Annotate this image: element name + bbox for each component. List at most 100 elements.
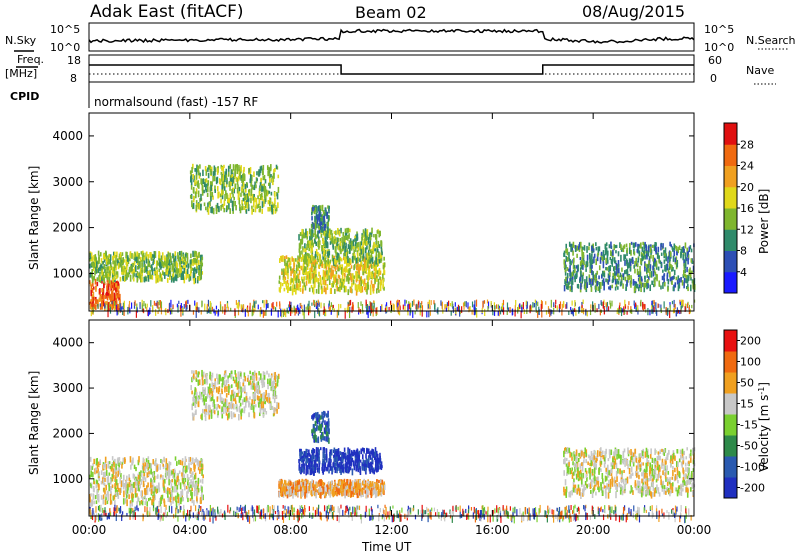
range-cell [246, 307, 248, 313]
range-cell [91, 268, 93, 276]
range-cell [327, 264, 330, 268]
range-cell [585, 261, 588, 268]
range-cell [205, 411, 207, 415]
range-cell [144, 477, 147, 482]
range-cell [602, 301, 604, 309]
range-cell [160, 301, 163, 309]
range-cell [244, 204, 247, 209]
range-cell [396, 301, 398, 310]
range-cell [195, 303, 197, 308]
range-cell [540, 303, 542, 311]
range-cell [154, 494, 156, 501]
range-cell [222, 403, 225, 407]
range-cell [93, 304, 96, 309]
range-cell [609, 300, 611, 305]
range-cell [215, 209, 218, 215]
range-cell [152, 459, 155, 465]
range-cell [169, 252, 171, 256]
range-cell [298, 270, 301, 275]
range-cell [185, 485, 188, 490]
range-cell [195, 370, 197, 375]
colorbar-segment [724, 123, 737, 145]
range-cell [275, 164, 278, 170]
range-cell [251, 402, 254, 407]
range-cell [653, 277, 656, 281]
range-cell [500, 306, 502, 311]
range-cell [595, 258, 597, 266]
range-cell [629, 265, 632, 272]
range-cell [155, 260, 158, 267]
range-cell [269, 206, 271, 211]
range-cell [207, 404, 210, 412]
range-cell [329, 305, 332, 312]
range-cell [297, 307, 300, 313]
range-cell [109, 493, 112, 500]
range-cell [205, 178, 208, 183]
range-cell [582, 272, 584, 276]
range-cell [640, 258, 642, 265]
range-cell [89, 252, 92, 260]
range-cell [95, 258, 98, 263]
range-cell [376, 248, 379, 253]
range-cell [471, 301, 474, 308]
range-cell [335, 259, 337, 264]
range-cell [313, 299, 315, 306]
range-cell [571, 243, 573, 250]
range-cell [376, 263, 378, 267]
range-cell [112, 300, 114, 309]
range-cell [576, 245, 579, 251]
range-cell [116, 473, 118, 478]
range-cell [521, 307, 523, 313]
range-cell [235, 403, 238, 407]
range-cell [629, 243, 631, 248]
range-cell [585, 276, 588, 283]
range-cell [199, 164, 201, 169]
range-cell [99, 252, 102, 257]
range-cell [555, 299, 557, 305]
range-cell [240, 410, 242, 415]
range-cell [123, 300, 125, 308]
range-cell [126, 273, 128, 280]
range-cell [589, 260, 592, 267]
range-cell [550, 309, 552, 316]
range-cell [285, 286, 288, 290]
range-cell [322, 246, 324, 251]
range-cell [326, 284, 329, 290]
range-cell [132, 482, 135, 488]
range-cell [198, 251, 200, 258]
range-cell [191, 200, 193, 208]
range-cell [221, 173, 224, 178]
range-cell [305, 266, 307, 272]
range-cell [91, 257, 94, 262]
range-cell [667, 278, 670, 285]
range-cell [196, 489, 198, 497]
range-cell [668, 264, 671, 270]
range-cell [170, 490, 173, 495]
range-cell [234, 400, 237, 404]
range-cell [326, 231, 329, 236]
range-cell [311, 479, 314, 486]
range-cell [633, 265, 635, 269]
colorbar-segment [724, 165, 737, 188]
range-cell [347, 277, 350, 284]
range-cell [338, 265, 341, 269]
range-cell [194, 410, 197, 416]
range-cell [338, 303, 340, 312]
range-cell [209, 300, 211, 308]
range-cell [578, 306, 581, 313]
range-cell [235, 205, 237, 211]
range-cell [350, 276, 353, 283]
range-cell [118, 283, 120, 289]
range-cell [276, 380, 279, 387]
velocity-bg [89, 320, 694, 516]
range-cell [642, 306, 645, 312]
range-cell [159, 300, 162, 308]
range-cell [318, 217, 321, 222]
range-cell [323, 212, 326, 218]
range-cell [608, 275, 611, 282]
range-cell [379, 254, 382, 259]
range-cell [336, 309, 338, 318]
range-cell [545, 310, 548, 315]
range-cell [376, 244, 379, 249]
range-cell [309, 278, 312, 284]
